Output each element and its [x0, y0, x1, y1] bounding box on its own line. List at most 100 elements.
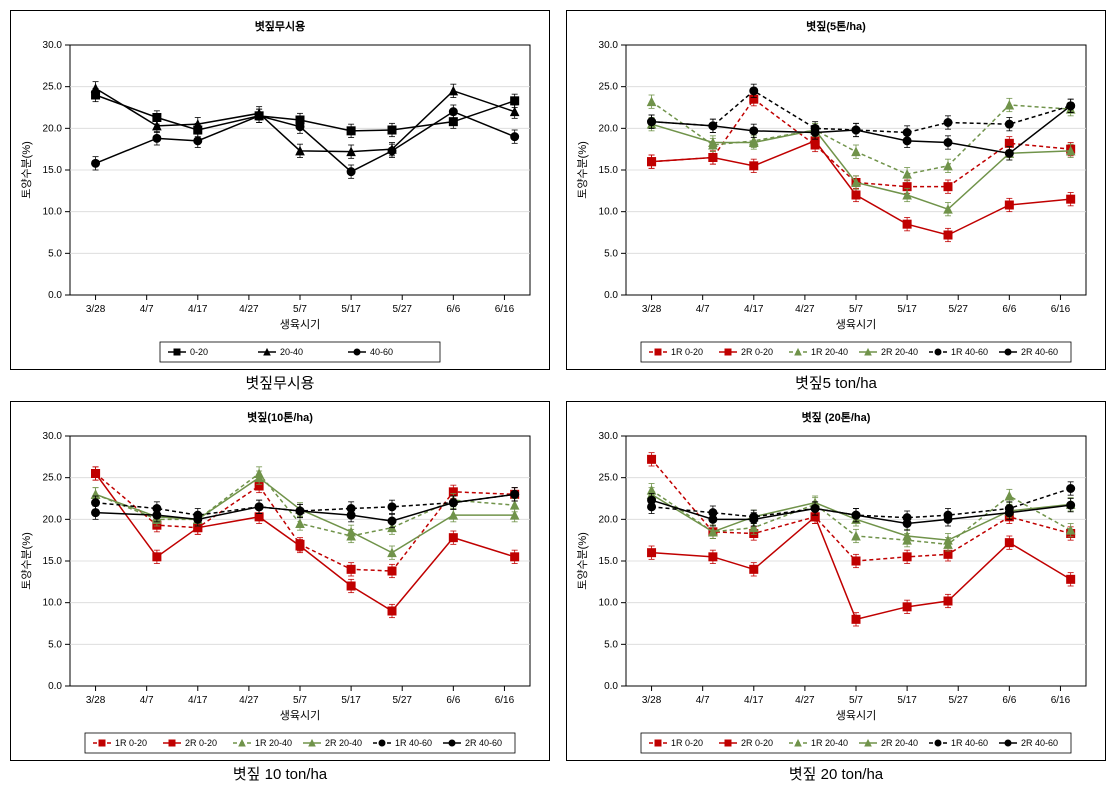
svg-text:2R 40-60: 2R 40-60: [1021, 347, 1058, 357]
svg-text:5/7: 5/7: [849, 304, 863, 315]
caption-0: 볏짚무시용: [245, 372, 314, 393]
svg-text:2R 0-20: 2R 0-20: [741, 738, 773, 748]
svg-text:30.0: 30.0: [599, 40, 619, 51]
svg-text:생육시기: 생육시기: [280, 709, 320, 722]
chart-svg-3: 볏짚 (20톤/ha) 0.0 5.0 10.0 15.0 20.0 25.0 30.0 3/2…: [566, 401, 1106, 761]
svg-text:25.0: 25.0: [599, 473, 619, 484]
svg-text:2R 0-20: 2R 0-20: [185, 738, 217, 748]
svg-text:10.0: 10.0: [599, 207, 619, 218]
svg-text:볏짚 (20톤/ha): 볏짚 (20톤/ha): [802, 410, 871, 424]
svg-text:5.0: 5.0: [604, 639, 618, 650]
svg-text:1R 0-20: 1R 0-20: [671, 347, 703, 357]
svg-text:2R 20-40: 2R 20-40: [325, 738, 362, 748]
svg-text:10.0: 10.0: [43, 598, 63, 609]
svg-text:0.0: 0.0: [48, 681, 62, 692]
panel-2: 볏짚(10톤/ha)0.05.010.015.020.025.030.03/28…: [10, 401, 550, 784]
chart-svg-2: 볏짚(10톤/ha)0.05.010.015.020.025.030.03/28…: [10, 401, 550, 761]
svg-text:25.0: 25.0: [43, 82, 63, 93]
svg-text:토양수분(%): 토양수분(%): [576, 141, 589, 199]
svg-text:6/6: 6/6: [1002, 304, 1016, 315]
caption-2: 볏짚 10 ton/ha: [233, 763, 327, 784]
svg-text:2R 40-60: 2R 40-60: [465, 738, 502, 748]
svg-text:6/6: 6/6: [446, 304, 460, 315]
svg-text:토양수분(%): 토양수분(%): [20, 532, 33, 590]
svg-text:토양수분(%): 토양수분(%): [576, 532, 589, 590]
svg-text:5/17: 5/17: [341, 304, 361, 315]
svg-text:4/27: 4/27: [795, 695, 815, 706]
svg-text:30.0: 30.0: [43, 431, 63, 442]
svg-text:5/7: 5/7: [293, 695, 307, 706]
svg-text:2R 20-40: 2R 20-40: [881, 738, 918, 748]
svg-text:생육시기: 생육시기: [836, 709, 876, 722]
svg-text:0.0: 0.0: [48, 290, 62, 301]
svg-text:5.0: 5.0: [48, 248, 62, 259]
svg-text:5/27: 5/27: [392, 304, 412, 315]
svg-text:20.0: 20.0: [43, 123, 63, 134]
svg-text:5/27: 5/27: [392, 695, 412, 706]
svg-text:5/27: 5/27: [948, 304, 968, 315]
svg-text:5/7: 5/7: [293, 304, 307, 315]
svg-text:2R 40-60: 2R 40-60: [1021, 738, 1058, 748]
svg-text:4/17: 4/17: [188, 304, 208, 315]
caption-1: 볏짚5 ton/ha: [795, 372, 877, 393]
svg-text:3/28: 3/28: [86, 304, 106, 315]
svg-text:20.0: 20.0: [599, 514, 619, 525]
caption-3: 볏짚 20 ton/ha: [789, 763, 883, 784]
svg-text:4/17: 4/17: [744, 304, 764, 315]
svg-text:6/16: 6/16: [1051, 304, 1071, 315]
svg-text:30.0: 30.0: [599, 431, 619, 442]
svg-text:4/27: 4/27: [239, 695, 259, 706]
svg-text:5.0: 5.0: [604, 248, 618, 259]
svg-text:15.0: 15.0: [599, 165, 619, 176]
svg-text:25.0: 25.0: [599, 82, 619, 93]
svg-text:0.0: 0.0: [604, 290, 618, 301]
panel-1: 볏짚(5톤/ha)0.05.010.015.020.025.030.03/284…: [566, 10, 1106, 393]
svg-text:1R 20-40: 1R 20-40: [811, 738, 848, 748]
svg-text:볏짚(5톤/ha): 볏짚(5톤/ha): [806, 19, 866, 33]
svg-text:5/27: 5/27: [948, 695, 968, 706]
svg-text:0.0: 0.0: [604, 681, 618, 692]
svg-text:15.0: 15.0: [43, 556, 63, 567]
svg-text:볏짚무시용: 볏짚무시용: [255, 19, 306, 33]
svg-text:1R 0-20: 1R 0-20: [671, 738, 703, 748]
panel-0: 볏짚무시용0.05.010.015.020.025.030.03/284/74/…: [10, 10, 550, 393]
svg-text:볏짚(10톤/ha): 볏짚(10톤/ha): [247, 410, 313, 424]
svg-text:토양수분(%): 토양수분(%): [20, 141, 33, 199]
chart-grid: 볏짚무시용 0.0 5.0 10.0 15.0 20.0 25.0 30.0 3/28 4/7 4/…: [10, 10, 1104, 784]
panel-3: 볏짚 (20톤/ha) 0.0 5.0 10.0 15.0 20.0 25.0 30.0 3/2…: [566, 401, 1106, 784]
svg-text:5.0: 5.0: [48, 639, 62, 650]
svg-text:5/17: 5/17: [897, 695, 917, 706]
svg-text:6/16: 6/16: [1051, 695, 1071, 706]
svg-text:5/7: 5/7: [849, 695, 863, 706]
svg-text:25.0: 25.0: [43, 473, 63, 484]
svg-text:2R 0-20: 2R 0-20: [741, 347, 773, 357]
svg-text:10.0: 10.0: [43, 207, 63, 218]
svg-text:1R 20-40: 1R 20-40: [255, 738, 292, 748]
svg-text:6/6: 6/6: [446, 695, 460, 706]
svg-text:1R 40-60: 1R 40-60: [395, 738, 432, 748]
svg-text:3/28: 3/28: [642, 695, 662, 706]
svg-text:2R 20-40: 2R 20-40: [881, 347, 918, 357]
svg-text:1R 40-60: 1R 40-60: [951, 738, 988, 748]
svg-text:0-20: 0-20: [190, 347, 208, 357]
svg-text:10.0: 10.0: [599, 598, 619, 609]
svg-text:4/7: 4/7: [696, 695, 710, 706]
svg-text:30.0: 30.0: [43, 40, 63, 51]
svg-text:1R 20-40: 1R 20-40: [811, 347, 848, 357]
svg-text:1R 40-60: 1R 40-60: [951, 347, 988, 357]
svg-text:20.0: 20.0: [599, 123, 619, 134]
svg-text:6/16: 6/16: [495, 695, 515, 706]
svg-text:생육시기: 생육시기: [836, 318, 876, 331]
svg-text:4/7: 4/7: [696, 304, 710, 315]
chart-svg-1: 볏짚(5톤/ha)0.05.010.015.020.025.030.03/284…: [566, 10, 1106, 370]
svg-text:4/17: 4/17: [188, 695, 208, 706]
svg-text:6/16: 6/16: [495, 304, 515, 315]
svg-text:15.0: 15.0: [43, 165, 63, 176]
svg-text:4/17: 4/17: [744, 695, 764, 706]
svg-text:15.0: 15.0: [599, 556, 619, 567]
svg-text:20-40: 20-40: [280, 347, 303, 357]
svg-text:5/17: 5/17: [341, 695, 361, 706]
chart-svg-0: 볏짚무시용0.05.010.015.020.025.030.03/284/74/…: [10, 10, 550, 370]
svg-text:20.0: 20.0: [43, 514, 63, 525]
svg-text:4/27: 4/27: [239, 304, 259, 315]
